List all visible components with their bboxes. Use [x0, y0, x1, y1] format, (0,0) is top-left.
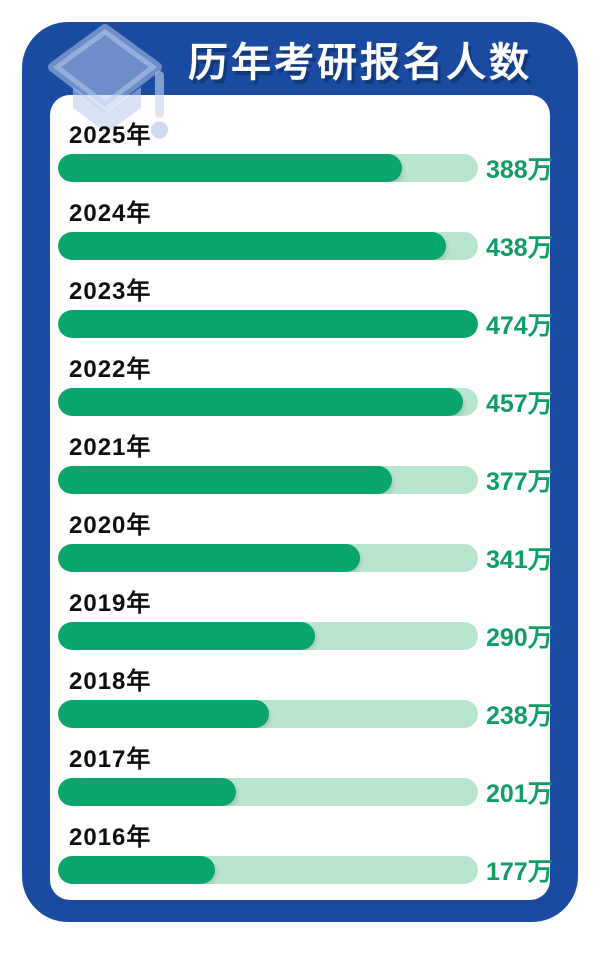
chart-row: 2019年 290万	[58, 590, 553, 669]
bar-fill	[58, 388, 463, 416]
bar-fill	[58, 466, 392, 494]
value-label: 474万	[486, 312, 553, 340]
bar-line: 201万	[58, 778, 553, 808]
bar-fill	[58, 778, 237, 806]
bar-line: 341万	[58, 544, 553, 574]
bar-track	[58, 154, 478, 182]
page-title: 历年考研报名人数	[188, 41, 532, 85]
chart-card	[50, 95, 550, 900]
value-label: 377万	[486, 468, 553, 496]
bar-fill	[58, 310, 478, 338]
value-label: 201万	[486, 780, 553, 808]
year-label: 2024年	[69, 200, 152, 227]
bar-fill	[58, 544, 360, 572]
bar-track	[58, 232, 478, 260]
chart-row: 2023年 474万	[58, 278, 553, 357]
bar-track	[58, 622, 478, 650]
value-label: 388万	[486, 156, 553, 184]
value-label: 457万	[486, 390, 553, 418]
chart-row: 2017年 201万	[58, 746, 553, 825]
bar-track	[58, 310, 478, 338]
bar-fill	[58, 622, 316, 650]
value-label: 290万	[486, 624, 553, 652]
year-label: 2017年	[69, 746, 152, 773]
bar-track	[58, 466, 478, 494]
bar-line: 290万	[58, 622, 553, 652]
bar-track	[58, 778, 478, 806]
year-label: 2016年	[69, 824, 152, 851]
value-label: 238万	[486, 702, 553, 730]
chart-rows: 2025年 388万 2024年 438万 2023年 474万 2022年	[50, 95, 553, 903]
chart-row: 2022年 457万	[58, 356, 553, 435]
chart-row: 2016年 177万	[58, 824, 553, 903]
bar-line: 177万	[58, 856, 553, 886]
bar-fill	[58, 856, 215, 884]
bar-line: 238万	[58, 700, 553, 730]
chart-row: 2025年 388万	[58, 122, 553, 201]
year-label: 2018年	[69, 668, 152, 695]
chart-row: 2020年 341万	[58, 512, 553, 591]
year-label: 2020年	[69, 512, 152, 539]
value-label: 438万	[486, 234, 553, 262]
year-label: 2025年	[69, 122, 152, 149]
chart-row: 2024年 438万	[58, 200, 553, 279]
bar-fill	[58, 700, 269, 728]
bar-track	[58, 544, 478, 572]
chart-row: 2021年 377万	[58, 434, 553, 513]
year-label: 2023年	[69, 278, 152, 305]
bar-line: 438万	[58, 232, 553, 262]
bar-line: 474万	[58, 310, 553, 340]
chart-row: 2018年 238万	[58, 668, 553, 747]
value-label: 341万	[486, 546, 553, 574]
bar-fill	[58, 154, 402, 182]
value-label: 177万	[486, 858, 553, 886]
bar-track	[58, 856, 478, 884]
bar-line: 377万	[58, 466, 553, 496]
bar-track	[58, 388, 478, 416]
year-label: 2021年	[69, 434, 152, 461]
header: 历年考研报名人数	[150, 34, 570, 85]
year-label: 2019年	[69, 590, 152, 617]
bar-fill	[58, 232, 447, 260]
bar-track	[58, 700, 478, 728]
bar-line: 388万	[58, 154, 553, 184]
bar-line: 457万	[58, 388, 553, 418]
year-label: 2022年	[69, 356, 152, 383]
